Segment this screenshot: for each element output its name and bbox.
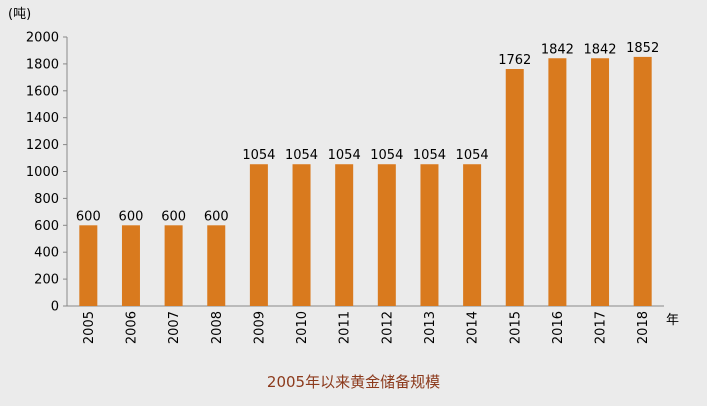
y-tick-label: 2000	[26, 31, 59, 46]
bar-2011	[335, 164, 354, 306]
x-tick-label-2006: 2006	[124, 311, 139, 344]
x-axis-ticks: 2005 2006 2007 2008 2009 2010 2011 2012 2013 2014…	[82, 311, 651, 344]
x-tick-label-2016: 2016	[551, 311, 566, 344]
x-tick-label-2009: 2009	[252, 311, 267, 344]
x-tick-label-2010: 2010	[295, 311, 310, 344]
data-label-2005: 600	[76, 209, 101, 224]
data-labels: 600 600 600 600 1054 1054 1054 1054 1054 1054 1762…	[76, 41, 659, 224]
y-tick-label: 1600	[26, 84, 59, 99]
x-tick-label-2008: 2008	[210, 311, 225, 344]
x-axis-unit-label: 年	[666, 313, 679, 328]
x-tick-label-2007: 2007	[167, 311, 182, 344]
y-axis-ticks: 0 200 400 600 800 1000 1200 1400 1600 1800 2000	[26, 31, 67, 315]
y-tick-label: 0	[51, 300, 59, 315]
data-label-2011: 1054	[328, 148, 361, 163]
x-tick-label-2018: 2018	[636, 311, 651, 344]
data-label-2016: 1842	[541, 42, 574, 57]
chart-title: 2005年以来黄金储备规模	[266, 373, 441, 391]
y-tick-label: 1400	[26, 111, 59, 126]
y-tick-label: 800	[34, 192, 59, 207]
y-axis-unit-label: (吨)	[8, 7, 31, 22]
bar-2005	[79, 225, 98, 306]
data-label-2010: 1054	[285, 148, 318, 163]
x-tick-label-2005: 2005	[82, 311, 97, 344]
bar-2018	[633, 56, 652, 306]
bar-2014	[463, 164, 482, 306]
data-label-2006: 600	[119, 209, 144, 224]
bar-2012	[377, 164, 396, 306]
data-label-2014: 1054	[456, 148, 489, 163]
data-label-2018: 1852	[626, 41, 659, 56]
bar-2015	[505, 69, 524, 306]
y-tick-label: 200	[34, 273, 59, 288]
bar-2008	[207, 225, 226, 306]
data-label-2017: 1842	[583, 42, 616, 57]
bar-2016	[548, 58, 567, 306]
bars	[79, 56, 652, 306]
y-tick-label: 1200	[26, 138, 59, 153]
data-label-2012: 1054	[370, 148, 403, 163]
bar-2009	[249, 164, 268, 306]
bar-2006	[121, 225, 140, 306]
x-tick-label-2015: 2015	[508, 311, 523, 344]
y-tick-label: 600	[34, 219, 59, 234]
data-label-2015: 1762	[498, 53, 531, 68]
data-label-2013: 1054	[413, 148, 446, 163]
data-label-2007: 600	[161, 209, 186, 224]
data-label-2009: 1054	[242, 148, 275, 163]
x-tick-label-2014: 2014	[466, 311, 481, 344]
bar-2007	[164, 225, 183, 306]
bar-2017	[591, 58, 610, 306]
y-tick-label: 1800	[26, 57, 59, 72]
x-tick-label-2013: 2013	[423, 311, 438, 344]
y-tick-label: 1000	[26, 165, 59, 180]
chart: (吨) 年 0 200 400 600 800 1000 1200 1400 1600 1800 2…	[8, 7, 679, 344]
x-tick-label-2017: 2017	[594, 311, 609, 344]
data-label-2008: 600	[204, 209, 229, 224]
y-tick-label: 400	[34, 246, 59, 261]
x-tick-label-2011: 2011	[338, 311, 353, 344]
bar-2013	[420, 164, 439, 306]
bar-2010	[292, 164, 311, 306]
x-tick-label-2012: 2012	[380, 311, 395, 344]
